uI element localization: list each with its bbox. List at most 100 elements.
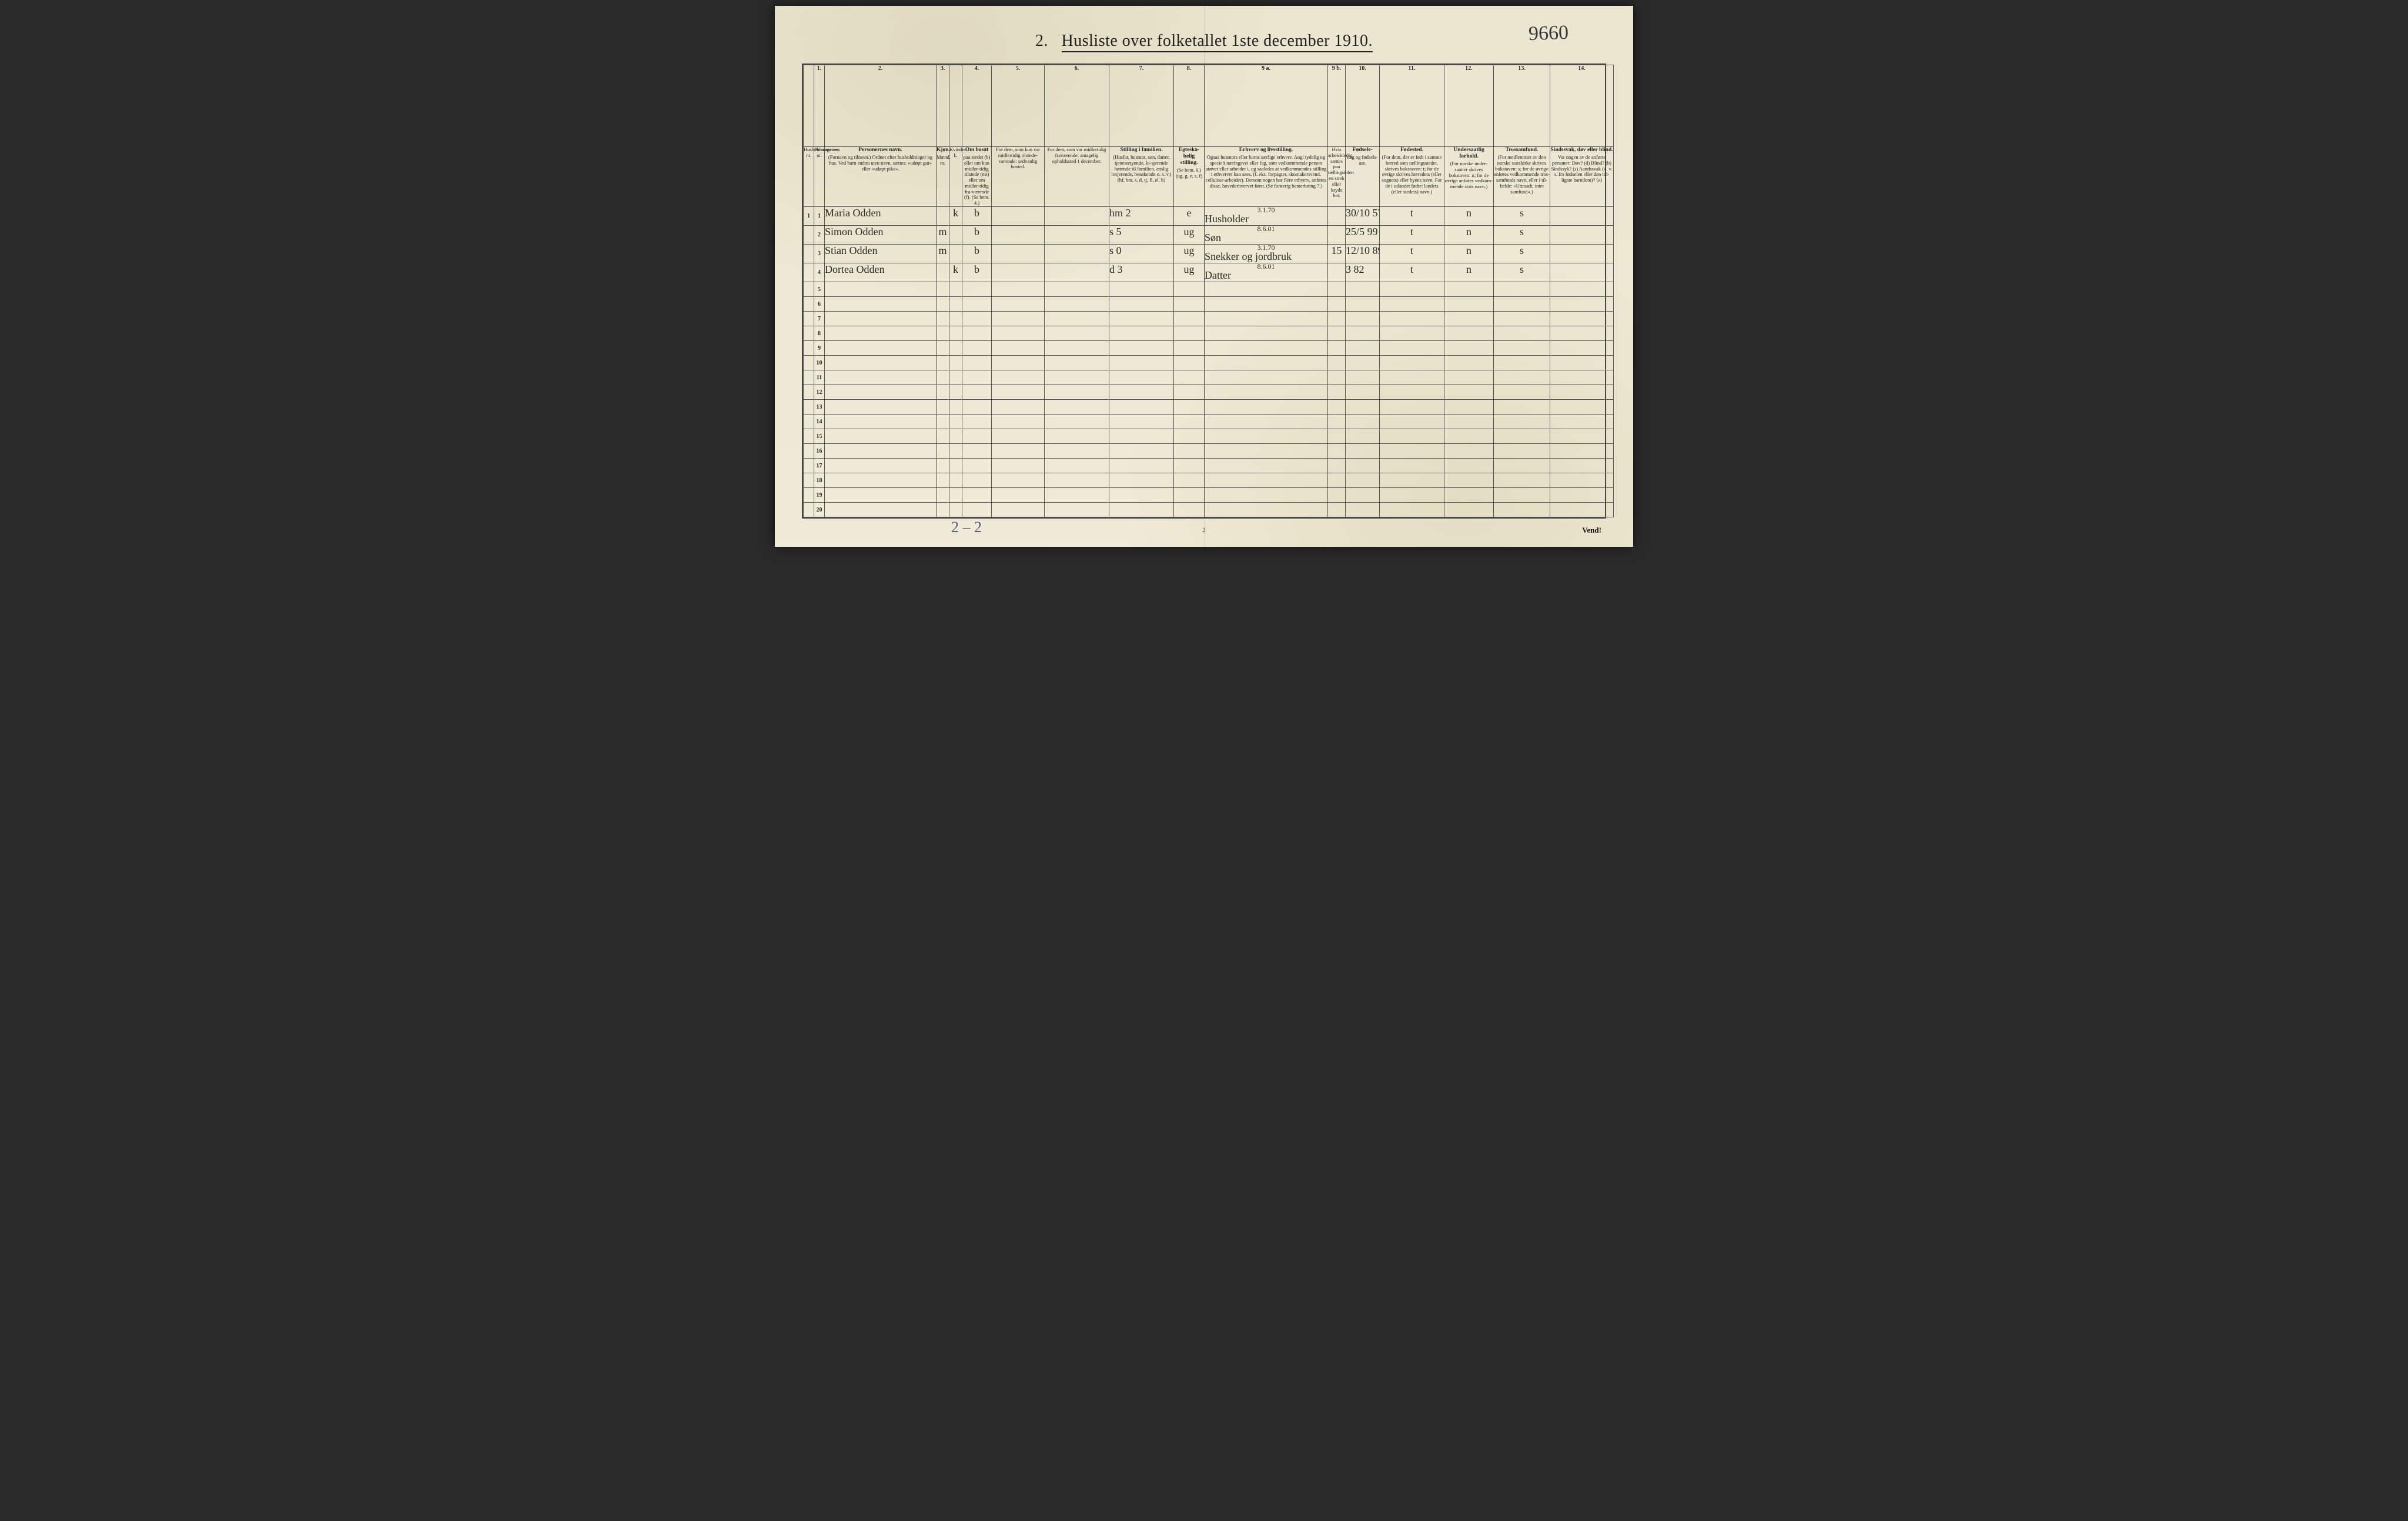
- cell-empty: [937, 503, 949, 517]
- cell-empty: [949, 297, 962, 312]
- cell-mar: ug: [1174, 245, 1205, 263]
- column-header-detail: dag og fødsels-aar.: [1347, 154, 1378, 166]
- cell-empty: [1109, 459, 1174, 473]
- cell-empty: [992, 459, 1045, 473]
- cell-empty: [937, 429, 949, 444]
- cell-empty: [1380, 488, 1444, 503]
- column-header-detail: (Husfar, husmor, søn, datter, tjenestety…: [1112, 154, 1172, 183]
- column-header-detail: Var nogen av de anførte personer: Døv? (…: [1551, 154, 1613, 183]
- cell-empty: [1380, 400, 1444, 414]
- column-header-detail: For dem, som kun var midlertidig tilsted…: [996, 146, 1040, 169]
- table-row-empty: 16: [804, 444, 1614, 459]
- cell-empty: [1494, 297, 1550, 312]
- cell-empty: [1328, 414, 1346, 429]
- cell-tmp_here: [992, 226, 1045, 245]
- cell-empty: [1444, 312, 1494, 326]
- cell-empty: [1328, 297, 1346, 312]
- table-row-empty: 15: [804, 429, 1614, 444]
- cell-empty: [1444, 503, 1494, 517]
- cell-occ-text: Snekker og jordbruk: [1205, 250, 1327, 263]
- cell-empty: [1045, 414, 1109, 429]
- cell-empty: [1444, 400, 1494, 414]
- cell-empty: [1346, 326, 1380, 341]
- column-header: For dem, som var midlertidig fraværende:…: [1045, 147, 1109, 207]
- cell-empty: [825, 370, 937, 385]
- cell-empty: [1494, 488, 1550, 503]
- cell-empty: [1205, 370, 1328, 385]
- household-number: [804, 385, 814, 400]
- cell-empty: [992, 326, 1045, 341]
- cell-empty: [962, 297, 992, 312]
- cell-empty: [1346, 370, 1380, 385]
- cell-empty: [949, 488, 962, 503]
- cell-empty: [1328, 341, 1346, 356]
- cell-empty: [1550, 400, 1614, 414]
- cell-name: Dortea Odden: [825, 263, 937, 282]
- cell-empty: [1444, 459, 1494, 473]
- cell-empty: [1444, 297, 1494, 312]
- cell-empty: [1346, 282, 1380, 297]
- cell-empty: [962, 312, 992, 326]
- cell-empty: [962, 356, 992, 370]
- household-number: [804, 414, 814, 429]
- cell-empty: [1494, 503, 1550, 517]
- cell-n2: 3: [814, 245, 825, 263]
- household-number: [804, 297, 814, 312]
- cell-empty: [1174, 400, 1205, 414]
- cell-empty: [1494, 370, 1550, 385]
- cell-empty: [937, 312, 949, 326]
- title-main: Husliste over folketallet 1ste december …: [1062, 32, 1373, 52]
- table-row-empty: 10: [804, 356, 1614, 370]
- table-row-empty: 18: [804, 473, 1614, 488]
- cell-n2: 1: [814, 207, 825, 226]
- cell-empty: [1328, 459, 1346, 473]
- cell-n1: [804, 263, 814, 282]
- column-header-detail: paa stedet (b) eller om kun midler-tidig…: [964, 154, 991, 206]
- row-number: 10: [814, 356, 825, 370]
- cell-empty: [1109, 282, 1174, 297]
- column-number: 12.: [1444, 65, 1494, 147]
- census-table-frame: 1.2.3.4.5.6.7.8.9 a.9 b.10.11.12.13.14.H…: [802, 63, 1606, 519]
- cell-empty: [1380, 356, 1444, 370]
- cell-empty: [1494, 341, 1550, 356]
- cell-empty: [962, 385, 992, 400]
- cell-empty: [1494, 473, 1550, 488]
- cell-tmp_here: [992, 207, 1045, 226]
- column-header-detail: (Se bem. 6.) (ug, g, e, s, f): [1176, 167, 1202, 179]
- column-header: Kvinder. k.: [949, 147, 962, 207]
- household-number: [804, 282, 814, 297]
- cell-empty: [1174, 385, 1205, 400]
- cell-occ-date: 8.6.01: [1205, 226, 1327, 232]
- cell-empty: [1380, 312, 1444, 326]
- cell-empty: [1346, 429, 1380, 444]
- cell-tmp_away: [1045, 207, 1109, 226]
- cell-empty: [1444, 429, 1494, 444]
- row-number: 7: [814, 312, 825, 326]
- cell-res: b: [962, 263, 992, 282]
- cell-empty: [937, 473, 949, 488]
- cell-occ-text: Datter: [1205, 269, 1327, 282]
- cell-n1: [804, 226, 814, 245]
- cell-empty: [1205, 444, 1328, 459]
- column-header: Husholdningernes nr.: [804, 147, 814, 207]
- cell-dis: [1550, 263, 1614, 282]
- cell-res: b: [962, 207, 992, 226]
- cell-empty: [825, 488, 937, 503]
- cell-empty: [949, 356, 962, 370]
- column-number: 2.: [825, 65, 937, 147]
- cell-occ-date: 3.1.70: [1205, 207, 1327, 213]
- cell-empty: [1328, 444, 1346, 459]
- cell-empty: [1174, 370, 1205, 385]
- cell-empty: [992, 370, 1045, 385]
- cell-mar: e: [1174, 207, 1205, 226]
- cell-empty: [1444, 341, 1494, 356]
- cell-empty: [1444, 282, 1494, 297]
- row-number: 18: [814, 473, 825, 488]
- cell-nat: n: [1444, 226, 1494, 245]
- column-header: Fødsels-dag og fødsels-aar.: [1346, 147, 1380, 207]
- cell-birth: 30/10 57: [1346, 207, 1380, 226]
- household-number: [804, 341, 814, 356]
- table-row-empty: 11: [804, 370, 1614, 385]
- cell-rel: s: [1494, 226, 1550, 245]
- cell-empty: [825, 444, 937, 459]
